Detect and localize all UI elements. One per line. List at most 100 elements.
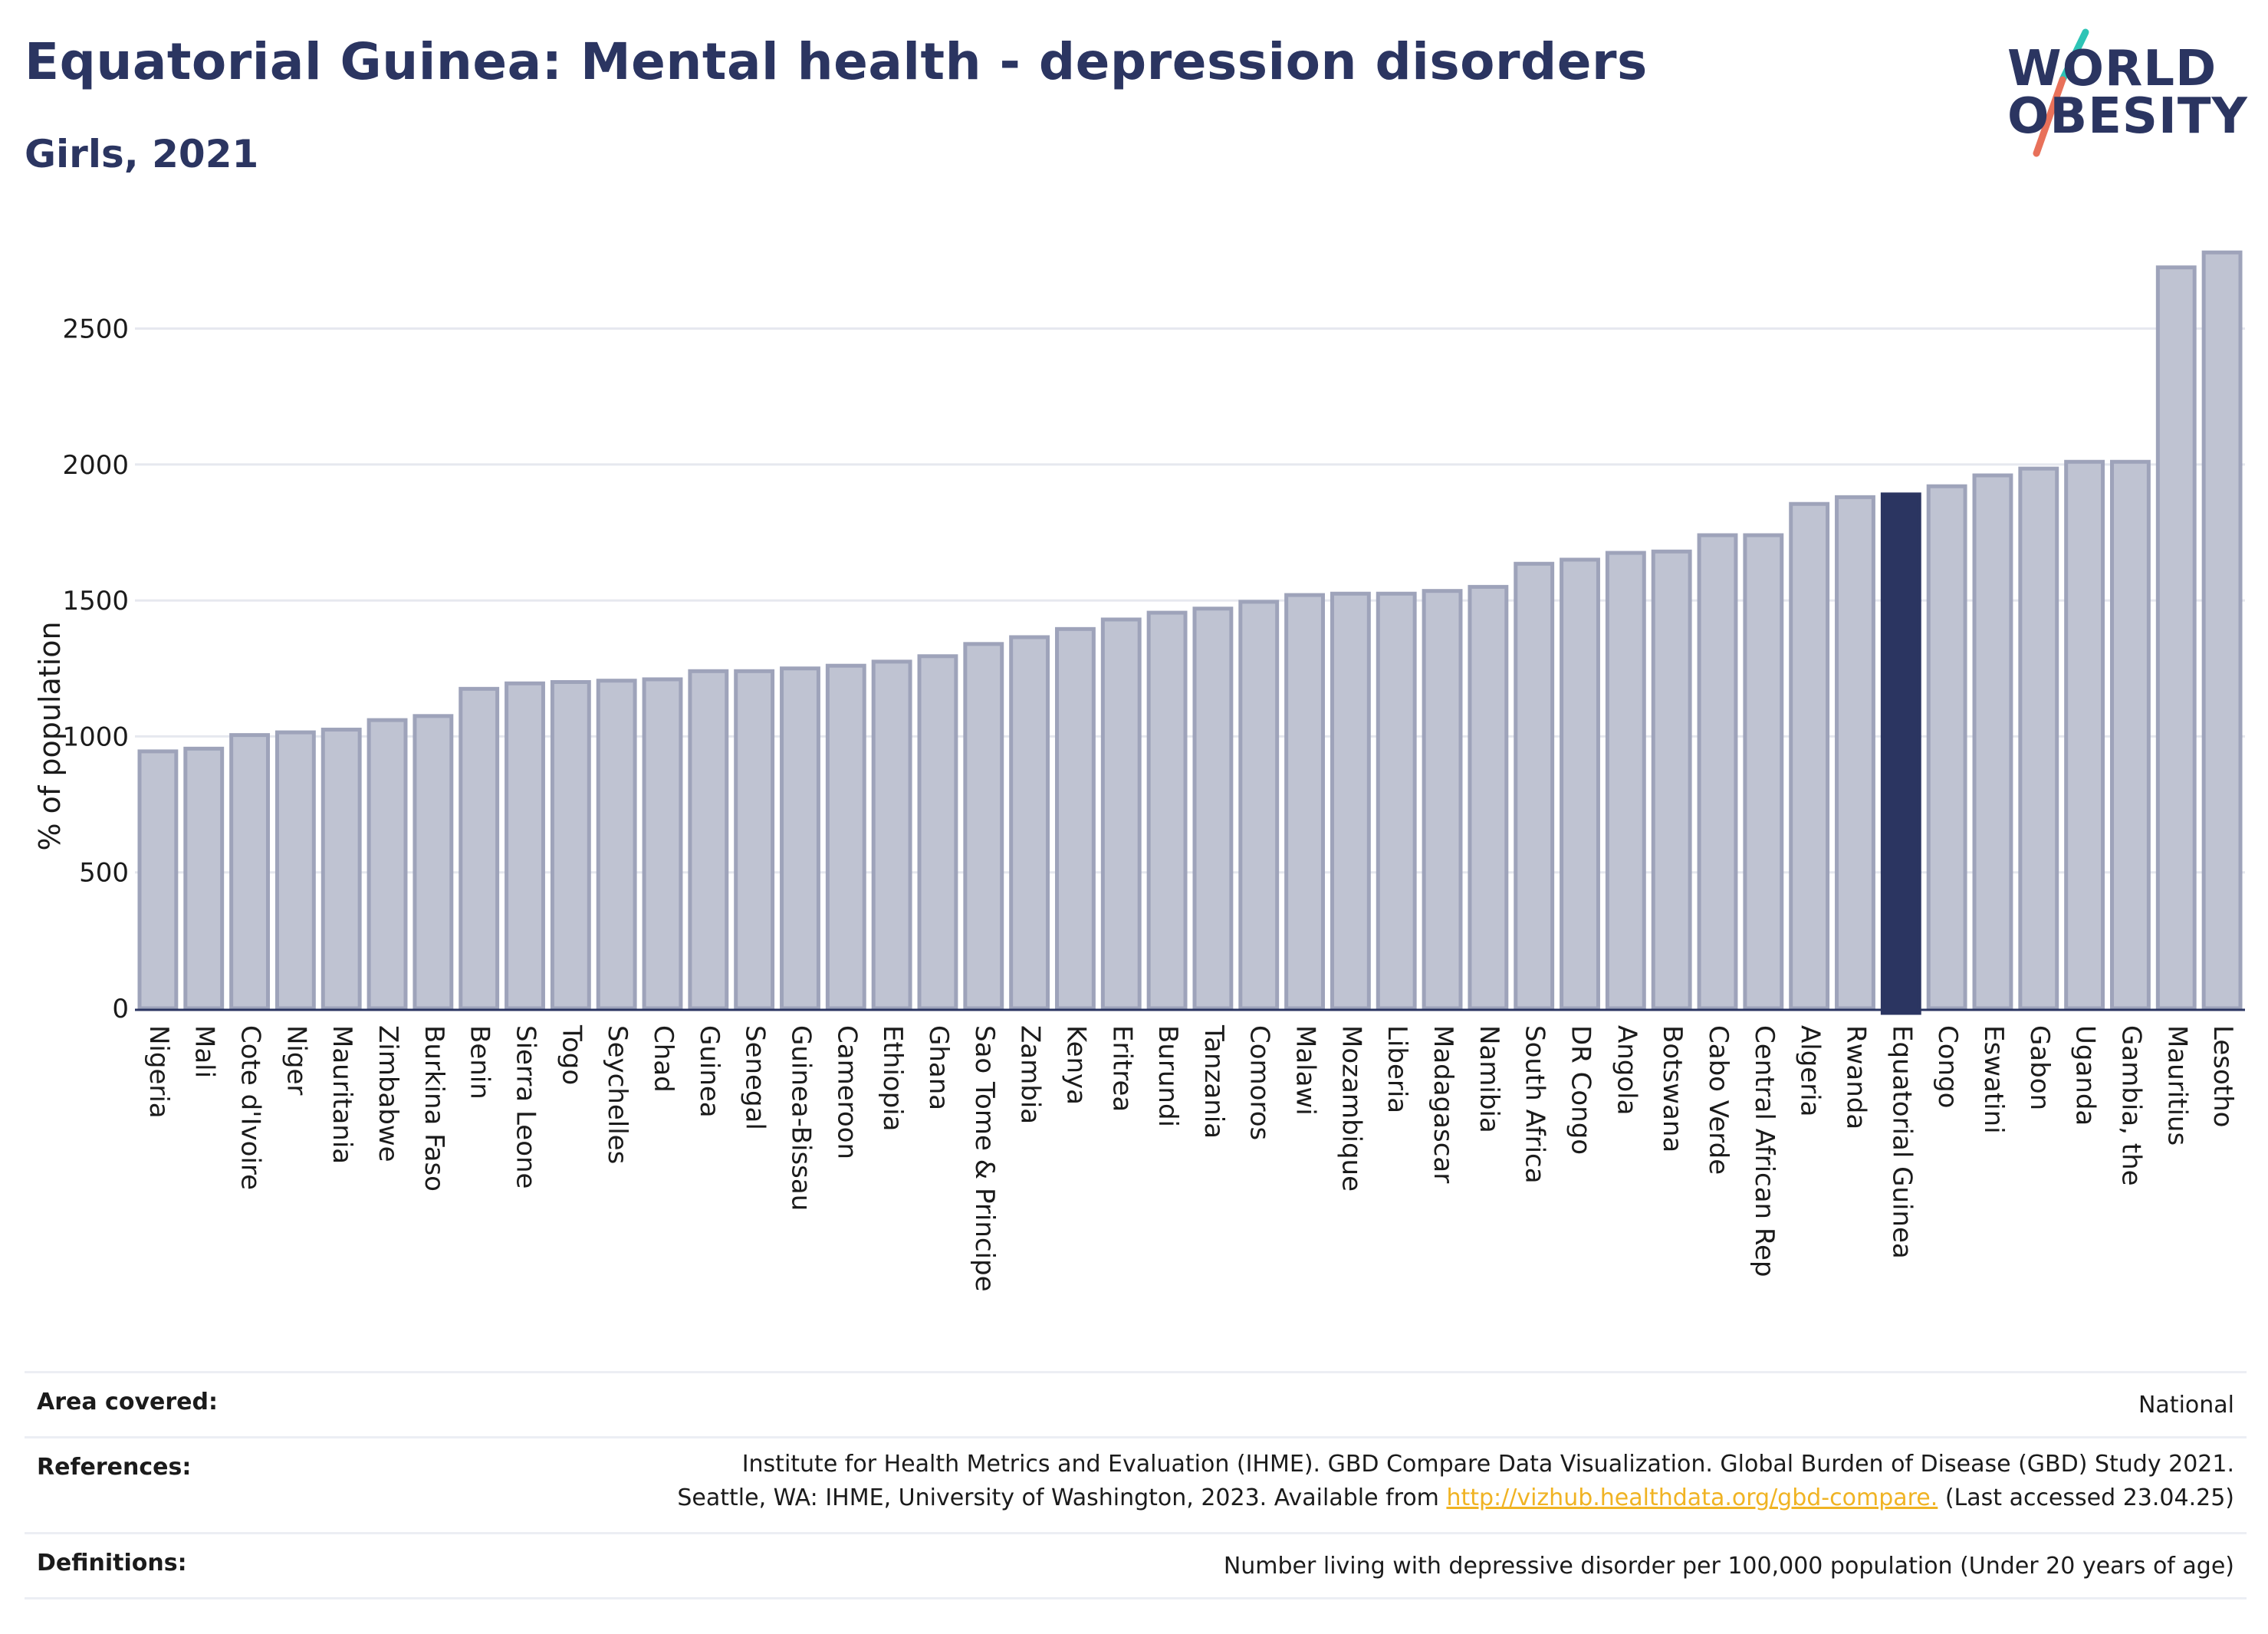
chart-title: Equatorial Guinea: Mental health - depre…	[25, 32, 1648, 91]
bar-eritrea	[1100, 617, 1142, 1011]
x-tick-label: Niger	[281, 1025, 311, 1095]
bar-eswatini	[1972, 473, 2013, 1011]
footer-row-area: Area covered: National	[25, 1371, 2247, 1436]
x-tick-label: Ghana	[923, 1025, 954, 1110]
bar-algeria	[1789, 501, 1830, 1011]
x-tick-label: Botswana	[1657, 1025, 1688, 1152]
x-tick-label: Angola	[1611, 1025, 1642, 1115]
bar-ghana	[917, 654, 958, 1011]
x-tick-label: Liberia	[1382, 1025, 1412, 1113]
x-tick-label: Congo	[1932, 1025, 1963, 1108]
area-value: National	[2138, 1392, 2234, 1419]
bar-namibia	[1468, 584, 1509, 1011]
x-tick-label: DR Congo	[1566, 1025, 1596, 1155]
bar-togo	[550, 679, 591, 1011]
bar-chad	[642, 677, 683, 1011]
references-label: References:	[37, 1454, 192, 1481]
x-tick-label: Burundi	[1152, 1025, 1183, 1127]
y-tick-label: 2500	[62, 314, 129, 345]
x-tick-label: Benin	[465, 1025, 495, 1100]
x-tick-label: Mauritania	[327, 1025, 357, 1164]
bar-kenya	[1055, 626, 1096, 1011]
x-tick-label: Cameroon	[831, 1025, 862, 1159]
bar-guinea-bissau	[780, 666, 820, 1011]
x-tick-label: Ethiopia	[877, 1025, 908, 1131]
x-axis-labels: Nigeria Mali Cote d'Ivoire Niger Mauritania Z…	[143, 1024, 2238, 1292]
bar-central-african-rep	[1743, 533, 1784, 1011]
y-tick-label: 1000	[62, 722, 129, 752]
bar-mozambique	[1330, 591, 1371, 1011]
x-tick-label: Equatorial Guinea	[1886, 1025, 1917, 1259]
y-tick-label: 2000	[62, 450, 129, 481]
x-tick-label: Zambia	[1015, 1025, 1046, 1124]
y-tick-label: 1500	[62, 586, 129, 616]
x-tick-label: Rwanda	[1840, 1025, 1871, 1129]
footer-row-definitions: Definitions: Number living with depressi…	[25, 1532, 2247, 1599]
x-tick-label: Chad	[648, 1025, 679, 1093]
bar-mauritania	[320, 728, 362, 1011]
bar-dr-congo	[1560, 557, 1600, 1011]
x-tick-label: Mozambique	[1336, 1025, 1366, 1192]
bar-rwanda	[1835, 495, 1875, 1011]
x-tick-label: Guinea-Bissau	[785, 1025, 816, 1211]
bar-malawi	[1284, 593, 1325, 1011]
bar-south-africa	[1514, 561, 1555, 1011]
area-label: Area covered:	[37, 1389, 218, 1415]
x-tick-label: Algeria	[1795, 1025, 1826, 1116]
bar-sierra-leone	[505, 681, 545, 1011]
x-tick-label: Seychelles	[602, 1025, 633, 1164]
bar-burkina-faso	[413, 714, 454, 1011]
references-value: Institute for Health Metrics and Evaluat…	[677, 1448, 2234, 1515]
x-tick-label: Madagascar	[1428, 1025, 1458, 1183]
x-tick-label: Lesotho	[2207, 1025, 2238, 1127]
bars	[137, 250, 2243, 1015]
bar-ethiopia	[871, 659, 912, 1011]
x-tick-label: Nigeria	[143, 1025, 174, 1119]
references-link[interactable]: http://vizhub.healthdata.org/gbd-compare…	[1446, 1484, 1938, 1511]
y-axis-label: % of population	[33, 621, 67, 850]
bar-seychelles	[596, 679, 637, 1011]
bar-niger	[274, 730, 316, 1011]
x-tick-label: Malawi	[1290, 1025, 1321, 1116]
y-tick-label: 500	[79, 858, 129, 889]
x-tick-label: Comoros	[1244, 1025, 1275, 1140]
x-tick-label: Burkina Faso	[419, 1025, 449, 1192]
logo-line2: OBESITY	[2007, 88, 2248, 145]
bar-guinea	[688, 669, 729, 1011]
bar-cote-d-ivoire	[229, 733, 270, 1011]
bar-senegal	[734, 669, 775, 1011]
bar-cameroon	[825, 663, 866, 1011]
x-tick-label: Eswatini	[1978, 1025, 2009, 1134]
y-tick-label: 0	[112, 994, 129, 1024]
bar-liberia	[1376, 591, 1417, 1011]
x-tick-label: Tanzania	[1198, 1024, 1229, 1139]
x-tick-label: Gabon	[2024, 1025, 2055, 1110]
bar-cabo-verde	[1697, 533, 1738, 1011]
bar-gambia-the	[2110, 459, 2151, 1011]
definitions-label: Definitions:	[37, 1550, 187, 1576]
x-tick-label: Gambia, the	[2115, 1025, 2146, 1186]
x-tick-label: Cabo Verde	[1703, 1025, 1734, 1175]
bar-mauritius	[2155, 265, 2197, 1011]
bar-equatorial-guinea	[1880, 492, 1921, 1015]
references-line2-pre: Seattle, WA: IHME, University of Washing…	[677, 1484, 1447, 1511]
x-tick-label: Togo	[556, 1024, 587, 1085]
bar-benin	[459, 686, 500, 1011]
x-tick-label: Mali	[189, 1025, 220, 1078]
bar-zambia	[1009, 635, 1050, 1011]
bar-madagascar	[1422, 589, 1463, 1011]
bar-mali	[183, 746, 225, 1011]
y-axis-ticks: 0 500 1000 1500 2000 2500	[62, 314, 129, 1025]
bar-angola	[1605, 551, 1646, 1011]
x-tick-label: Sao Tome & Principe	[969, 1025, 1000, 1292]
footer-row-references: References: Institute for Health Metrics…	[25, 1436, 2247, 1532]
bar-nigeria	[137, 749, 179, 1011]
definitions-value: Number living with depressive disorder p…	[1223, 1553, 2234, 1580]
world-obesity-logo: WORLD OBESITY	[2001, 26, 2254, 164]
x-tick-label: Mauritius	[2161, 1025, 2192, 1146]
x-tick-label: Guinea	[694, 1025, 725, 1118]
x-tick-label: South Africa	[1520, 1025, 1550, 1184]
bar-zimbabwe	[366, 718, 408, 1011]
x-tick-label: Sierra Leone	[511, 1025, 541, 1189]
logo-slash-icon	[2033, 28, 2089, 157]
